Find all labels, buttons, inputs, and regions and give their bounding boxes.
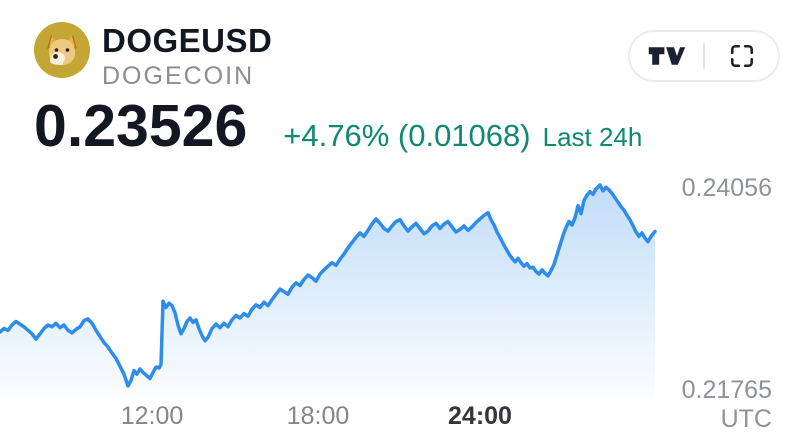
symbol-title: DOGEUSD: [102, 22, 273, 59]
x-axis: 12:00 18:00 24:00: [0, 402, 660, 430]
price-chart[interactable]: [0, 170, 660, 410]
toolbar: [628, 30, 780, 82]
quote-row: 0.23526 +4.76% (0.01068) Last 24h: [34, 92, 642, 160]
toolbar-divider: [703, 43, 705, 69]
x-tick-12: 12:00: [120, 402, 184, 430]
x-tick-18: 18:00: [286, 402, 350, 430]
tradingview-logo-icon: [648, 47, 685, 65]
dogecoin-logo: [34, 22, 90, 78]
timezone-label: UTC: [720, 405, 772, 433]
price-chart-canvas[interactable]: [0, 170, 660, 410]
instrument-name: DOGECOIN: [102, 62, 255, 90]
x-tick-24: 24:00: [448, 402, 512, 430]
price-line: [0, 183, 657, 388]
instrument-title-block: DOGEUSD DOGECOIN: [102, 24, 272, 89]
dogecoin-logo-icon: [34, 22, 90, 78]
fullscreen-icon: [730, 44, 753, 68]
change-period-label: Last 24h: [542, 122, 643, 152]
tradingview-logo-button[interactable]: [644, 33, 690, 79]
fullscreen-button[interactable]: [719, 33, 765, 79]
area-fill: [0, 185, 655, 400]
y-axis-high-label: 0.24056: [681, 174, 772, 202]
price-change: +4.76% (0.01068): [283, 118, 531, 153]
last-price: 0.23526: [34, 93, 248, 159]
y-axis-low-label: 0.21765: [681, 376, 772, 404]
